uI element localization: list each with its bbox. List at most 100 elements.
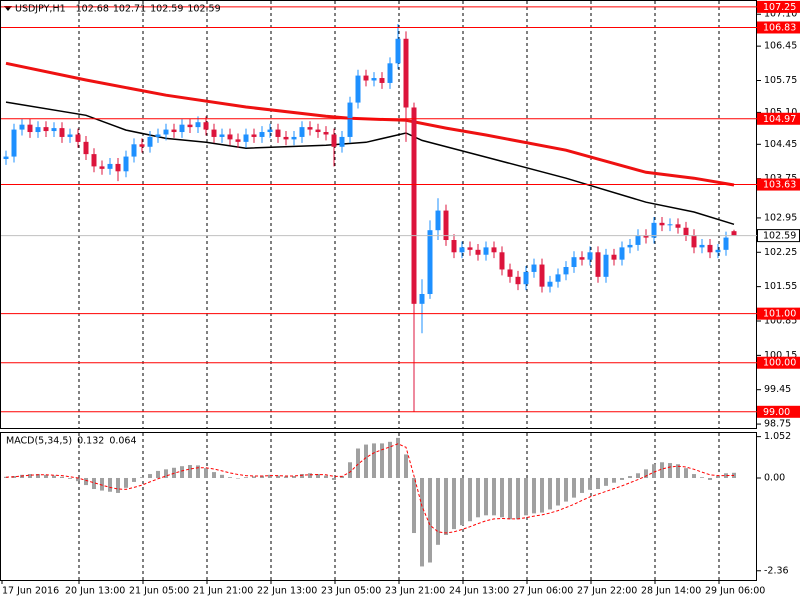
x-tick-label: 24 Jun 13:00 — [449, 586, 509, 597]
macd-bar — [436, 477, 440, 545]
macd-bar — [228, 477, 232, 478]
candle-body — [35, 127, 41, 133]
macd-bar — [348, 462, 352, 478]
macd-bar — [572, 477, 576, 498]
header-value: 102.71 — [113, 4, 146, 15]
macd-bar — [628, 476, 632, 478]
macd-bar — [92, 477, 96, 489]
candle-body — [203, 122, 209, 130]
candle-body — [395, 38, 401, 64]
candle-body — [475, 249, 481, 255]
candle-body — [323, 132, 329, 135]
candle-body — [235, 139, 241, 142]
candle-body — [707, 244, 713, 253]
candle-body — [339, 136, 345, 147]
macd-bar — [340, 476, 344, 478]
x-tick-label: 21 Jun 05:00 — [129, 586, 189, 597]
candle-body — [539, 264, 545, 287]
macd-bar — [148, 474, 152, 478]
candle-body — [571, 257, 577, 268]
candle-body — [515, 276, 521, 285]
candle-body — [387, 63, 393, 83]
candle-body — [315, 129, 321, 133]
x-tick-label: 20 Jun 13:00 — [65, 586, 125, 597]
candle-body — [147, 136, 153, 147]
candle-body — [507, 269, 513, 277]
candle-body — [443, 210, 449, 241]
candle-body — [531, 264, 537, 272]
macd-bar — [68, 477, 72, 479]
macd-bar — [596, 477, 600, 489]
header-value: 102.59 — [187, 4, 220, 15]
indicator-value: 0.132 — [77, 436, 104, 447]
y-tick-label: 105.10 — [764, 107, 797, 118]
macd-bar — [684, 468, 688, 478]
candle-body — [155, 134, 161, 137]
indicator-value: 0.064 — [109, 436, 136, 447]
x-tick-label: 21 Jun 21:00 — [193, 586, 253, 597]
macd-bar — [404, 454, 408, 478]
candle-body — [123, 156, 129, 172]
macd-bar — [508, 477, 512, 520]
x-tick-label: 17 Jun 2016 — [2, 586, 59, 597]
macd-bar — [540, 477, 544, 513]
header-symbol: USDJPY,H1 — [15, 4, 66, 15]
candle-body — [635, 235, 641, 245]
level-label: 106.83 — [763, 22, 796, 33]
candle-body — [723, 237, 729, 250]
macd-bar — [236, 477, 240, 479]
level-label-box — [757, 356, 800, 369]
macd-bar — [652, 464, 656, 478]
macd-bar — [556, 477, 560, 506]
macd-bar — [372, 443, 376, 478]
macd-bar — [44, 474, 48, 478]
candle-body — [275, 129, 281, 137]
y-tick-label: 104.45 — [764, 139, 797, 150]
macd-bar — [532, 477, 536, 514]
macd-bar — [420, 477, 424, 567]
candle-body — [379, 78, 385, 83]
y-tick-label: 102.25 — [764, 247, 797, 258]
macd-bar — [140, 477, 144, 478]
candle-body — [115, 163, 121, 172]
macd-bar — [268, 474, 272, 478]
candle-body — [11, 129, 17, 157]
candle-body — [563, 267, 569, 275]
candle-body — [411, 107, 417, 304]
macd-bar — [620, 477, 624, 480]
header-value: 102.68 — [76, 4, 109, 15]
candle-body — [715, 249, 721, 253]
macd-bar — [516, 477, 520, 520]
candle-body — [259, 132, 265, 137]
macd-bar — [476, 477, 480, 518]
level-label: 104.97 — [763, 114, 796, 125]
candle-body — [131, 144, 137, 157]
candle-body — [363, 75, 369, 81]
level-label: 103.63 — [763, 180, 796, 191]
y-tick-label: 101.55 — [764, 281, 797, 292]
level-label: 107.25 — [763, 2, 796, 13]
candle-body — [619, 247, 625, 260]
y-tick-label: 107.10 — [764, 9, 797, 20]
candle-body — [211, 129, 217, 137]
macd-bar — [100, 477, 104, 491]
macd-bar — [388, 441, 392, 478]
macd-bar — [132, 477, 136, 482]
macd-bar — [196, 465, 200, 478]
candle-body — [499, 252, 505, 270]
candle-body — [667, 224, 673, 226]
candle-body — [267, 129, 273, 133]
y-tick-label: 99.45 — [764, 384, 791, 395]
macd-bar — [252, 476, 256, 478]
candle-body — [459, 247, 465, 253]
x-tick-label: 27 Jun 22:00 — [577, 586, 637, 597]
candle-body — [99, 166, 105, 169]
candle-body — [435, 210, 441, 231]
candle-body — [347, 102, 353, 137]
candle-body — [331, 134, 337, 147]
level-label-box — [757, 112, 800, 125]
candle-body — [171, 129, 177, 133]
candle-body — [67, 134, 73, 137]
candle-body — [307, 127, 313, 130]
macd-bar — [220, 474, 224, 478]
